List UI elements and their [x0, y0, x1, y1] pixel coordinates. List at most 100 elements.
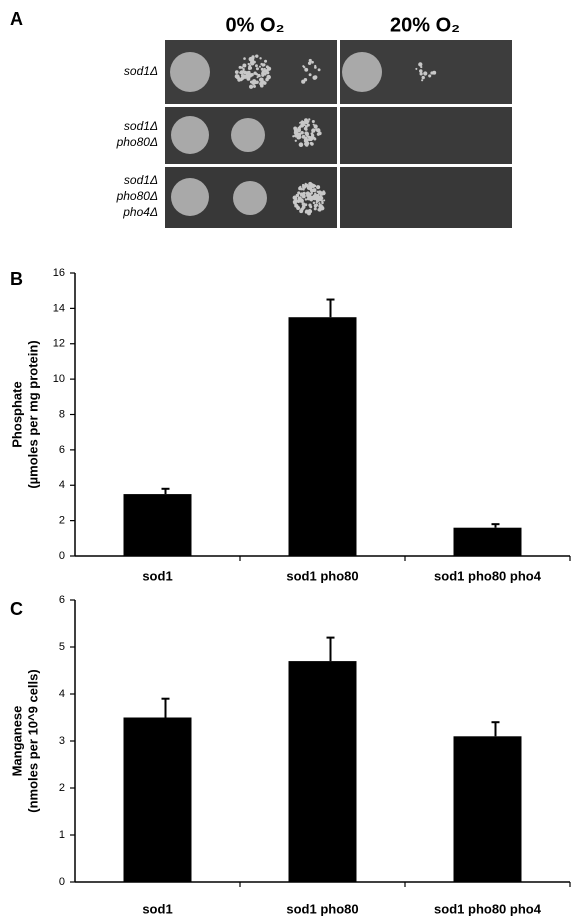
colony	[233, 181, 267, 215]
y-tick-label: 5	[59, 641, 65, 653]
colony	[171, 116, 209, 154]
colony	[304, 127, 308, 131]
colony	[255, 64, 258, 68]
colony	[317, 68, 321, 72]
colony	[297, 191, 301, 195]
colony	[259, 83, 264, 88]
colony	[321, 201, 324, 205]
colony	[253, 81, 256, 84]
colony	[301, 184, 307, 189]
strain-label: pho4Δ	[122, 205, 158, 219]
colony	[310, 199, 313, 202]
colony	[296, 135, 301, 140]
colony	[294, 204, 298, 208]
colony	[246, 76, 251, 81]
colony	[311, 128, 316, 133]
y-tick-label: 2	[59, 515, 65, 527]
colony	[306, 135, 309, 138]
colony	[321, 190, 326, 196]
colony	[265, 65, 269, 69]
colony	[315, 201, 318, 204]
plate	[340, 167, 512, 228]
bar	[288, 317, 357, 556]
colony	[309, 141, 313, 145]
plate	[340, 107, 512, 164]
colony	[247, 66, 251, 71]
strain-label: pho80Δ	[116, 189, 158, 203]
colony	[253, 85, 256, 88]
x-tick-label: sod1 pho80 pho4	[434, 901, 542, 916]
colony	[299, 209, 304, 214]
colony	[304, 118, 308, 123]
colony	[293, 197, 296, 200]
colony	[308, 137, 312, 142]
y-tick-label: 0	[59, 876, 65, 888]
colony	[301, 207, 305, 210]
colony	[292, 135, 295, 138]
colony	[248, 64, 252, 68]
colony	[234, 70, 239, 75]
colony	[310, 195, 313, 198]
strain-label: sod1Δ	[124, 173, 158, 187]
colony	[419, 69, 423, 73]
colony	[317, 208, 321, 212]
colony	[342, 52, 382, 92]
colony	[266, 78, 269, 82]
colony	[308, 73, 312, 77]
colony	[243, 57, 246, 60]
colony	[423, 71, 428, 76]
colony	[238, 65, 242, 69]
colony	[308, 203, 312, 207]
colony	[295, 133, 299, 137]
colony	[313, 137, 317, 141]
y-tick-label: 4	[59, 688, 65, 700]
plate-image	[165, 40, 512, 228]
colony	[301, 134, 306, 139]
y-axis-label: Phosphate	[9, 381, 24, 447]
colony	[304, 203, 308, 207]
colony	[432, 70, 437, 75]
y-tick-label: 14	[53, 302, 65, 314]
colony	[308, 183, 311, 187]
y-tick-label: 1	[59, 829, 65, 841]
y-tick-label: 8	[59, 408, 65, 420]
y-axis-label: (nmoles per 10^9 cells)	[25, 669, 40, 812]
y-tick-label: 0	[59, 550, 65, 562]
colony	[302, 191, 306, 195]
colony	[298, 142, 304, 147]
colony	[265, 69, 268, 73]
colony	[264, 59, 268, 63]
strain-label: sod1Δ	[124, 119, 158, 133]
y-tick-label: 4	[59, 479, 65, 491]
colony	[261, 80, 266, 85]
colony	[302, 65, 305, 68]
x-tick-label: sod1	[142, 568, 172, 583]
colony	[260, 77, 264, 81]
colony	[306, 185, 312, 191]
colony	[304, 198, 308, 201]
y-tick-label: 6	[59, 594, 65, 606]
colony	[304, 125, 308, 129]
colony	[255, 54, 259, 58]
colony	[313, 124, 318, 129]
bar	[453, 736, 522, 882]
colony	[307, 211, 311, 216]
colony	[258, 65, 261, 68]
y-tick-label: 10	[53, 373, 65, 385]
colony	[231, 118, 265, 152]
colony	[301, 202, 306, 206]
y-tick-label: 6	[59, 444, 65, 456]
y-tick-label: 16	[53, 267, 65, 279]
strain-label: sod1Δ	[124, 64, 158, 78]
x-tick-label: sod1 pho80	[286, 901, 358, 916]
colony	[259, 57, 262, 60]
y-tick-label: 3	[59, 735, 65, 747]
colony	[301, 199, 304, 203]
colony	[318, 131, 322, 136]
y-axis-label: Manganese	[9, 706, 24, 777]
colony	[421, 79, 424, 82]
colony	[310, 132, 314, 136]
y-axis-label: (µmoles per mg protein)	[25, 340, 40, 488]
bar	[453, 527, 522, 556]
colony	[313, 203, 318, 208]
